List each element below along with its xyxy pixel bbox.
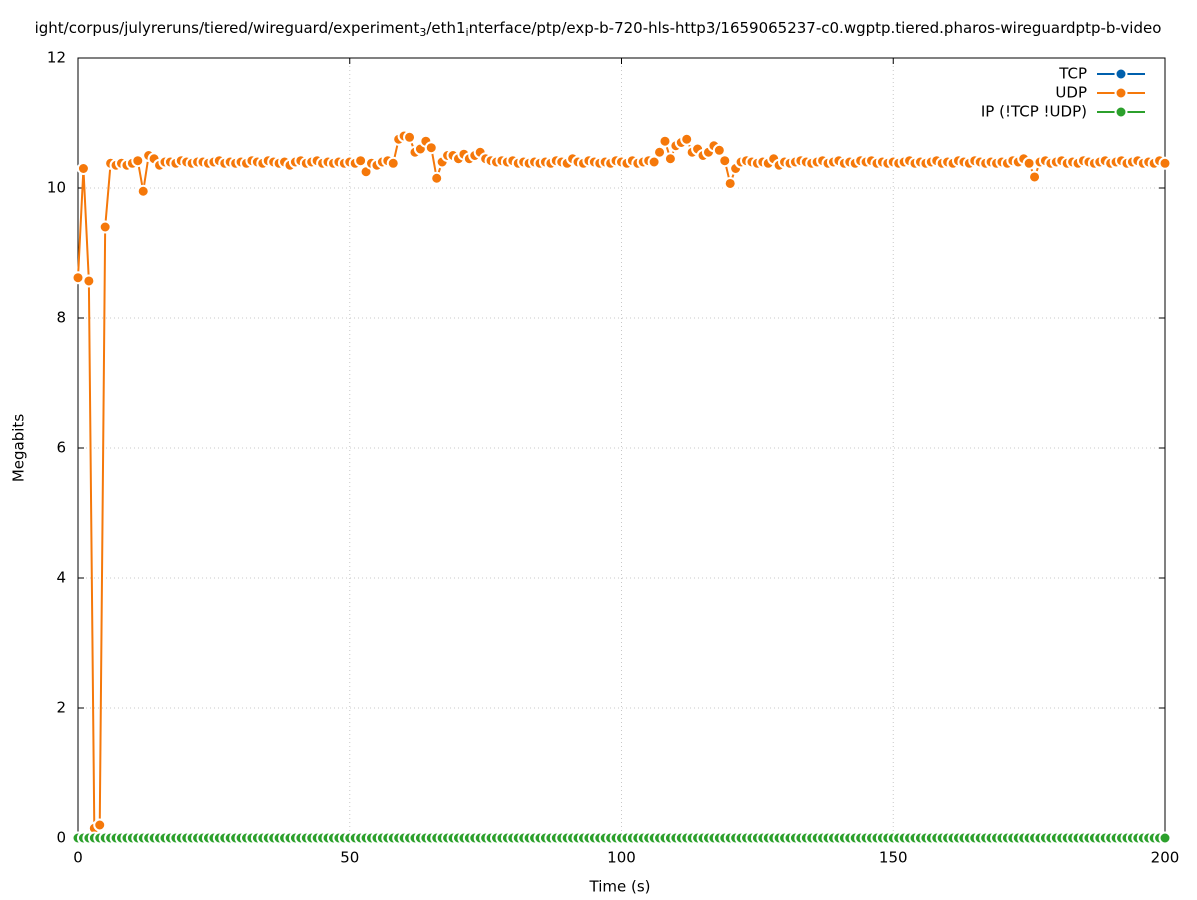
point	[354, 154, 368, 168]
point	[424, 141, 438, 155]
legend-label: UDP	[1055, 84, 1087, 102]
legend-label: IP (!TCP !UDP)	[981, 103, 1087, 121]
y-tick-label: 2	[56, 699, 66, 717]
point	[658, 134, 672, 148]
title-segment: nterface/ptp/exp-b-720-hls-http3/1659065…	[469, 19, 1162, 37]
title-subscript: i	[466, 26, 469, 39]
point	[1022, 156, 1036, 170]
point	[136, 184, 150, 198]
legend-marker	[1114, 67, 1128, 81]
point	[71, 271, 85, 285]
point	[93, 818, 107, 832]
point	[723, 176, 737, 190]
point	[1158, 831, 1172, 845]
y-tick-label: 8	[56, 309, 66, 327]
x-tick-label: 0	[73, 849, 83, 867]
point	[663, 152, 677, 166]
point	[647, 155, 661, 169]
point	[386, 156, 400, 170]
legend-label: TCP	[1058, 65, 1087, 83]
point	[98, 220, 112, 234]
y-tick-label: 12	[47, 49, 66, 67]
x-tick-label: 100	[607, 849, 636, 867]
point	[76, 162, 90, 175]
x-axis-label: Time (s)	[589, 878, 651, 896]
point	[430, 171, 444, 185]
series	[71, 831, 1172, 845]
title-subscript: 3	[419, 26, 426, 39]
point	[403, 130, 417, 144]
x-tick-label: 50	[340, 849, 359, 867]
point	[680, 132, 694, 146]
chart-title: ight/corpus/julyreruns/tiered/wireguard/…	[35, 19, 1162, 40]
point	[82, 274, 96, 288]
x-tick-label: 200	[1151, 849, 1180, 867]
title-segment: ight/corpus/julyreruns/tiered/wireguard/…	[35, 19, 420, 37]
y-tick-label: 6	[56, 439, 66, 457]
point	[131, 154, 145, 168]
legend-marker	[1114, 105, 1128, 119]
y-tick-label: 4	[56, 569, 66, 587]
point	[712, 143, 726, 157]
x-tick-label: 150	[879, 849, 908, 867]
point	[653, 145, 667, 159]
series	[71, 129, 1172, 835]
point	[1028, 170, 1042, 184]
legend-marker	[1114, 86, 1128, 100]
y-tick-label: 0	[56, 829, 66, 847]
point	[1158, 156, 1172, 170]
point	[718, 154, 732, 168]
y-tick-label: 10	[47, 179, 66, 197]
title-segment: /eth1	[426, 19, 465, 37]
y-axis-label: Megabits	[10, 414, 28, 482]
